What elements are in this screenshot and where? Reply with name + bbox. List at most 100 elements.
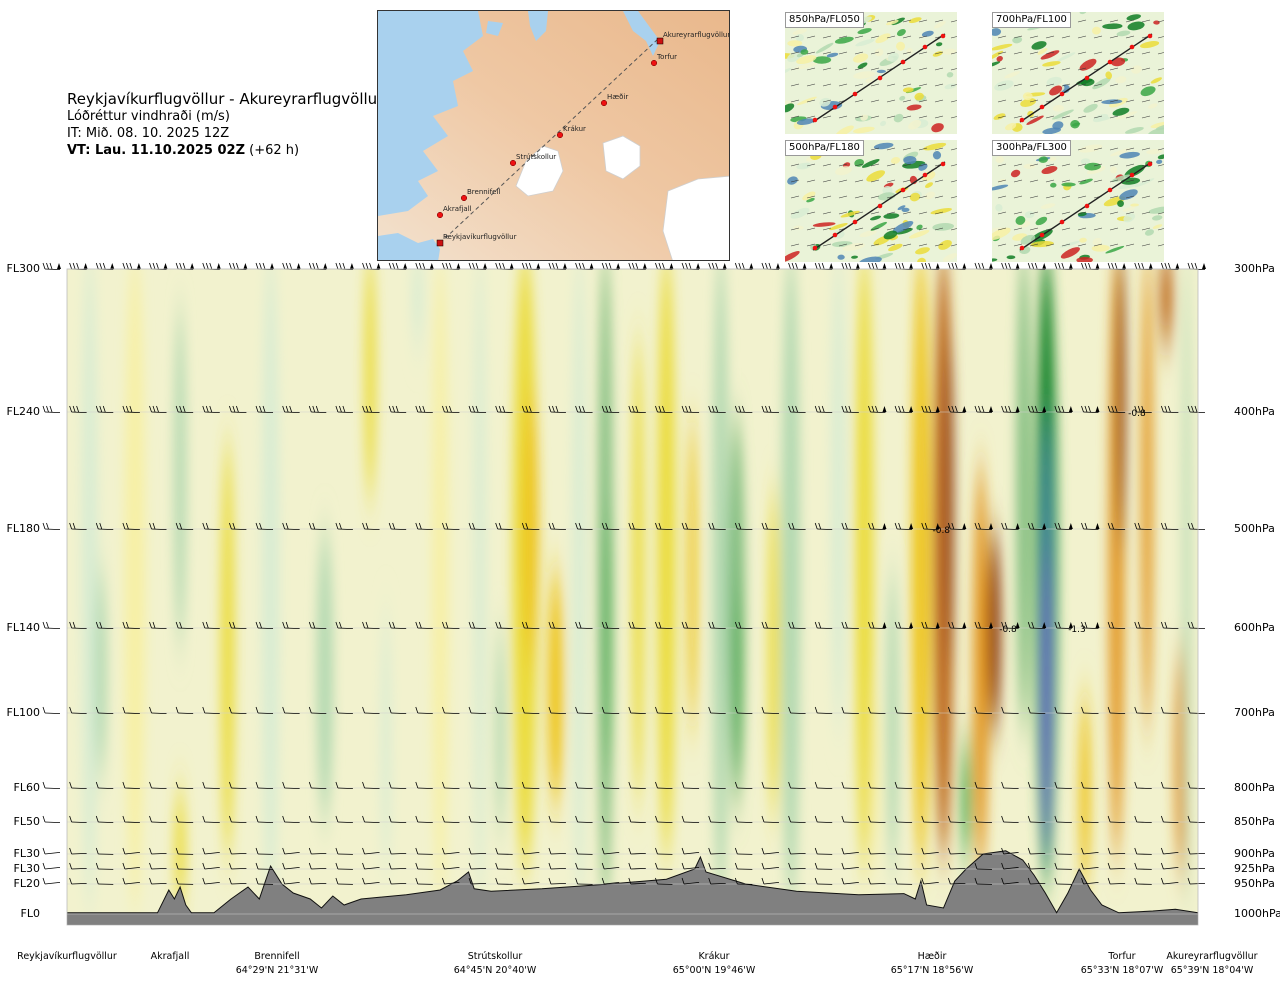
thumb-barb bbox=[1077, 195, 1087, 199]
thumb-barb bbox=[1077, 51, 1087, 55]
wind-barb bbox=[601, 262, 621, 270]
title-block: Reykjavíkurflugvöllur - Akureyrarflugvöl… bbox=[67, 90, 383, 159]
thumb-field-cell bbox=[931, 123, 944, 133]
thumb-barb bbox=[918, 195, 928, 199]
thumb-field-cell bbox=[992, 227, 1011, 240]
wind-barb bbox=[947, 877, 966, 885]
thumb-barb bbox=[822, 83, 832, 87]
wind-barb bbox=[95, 781, 114, 789]
wind-barb bbox=[575, 621, 593, 629]
wind-barb bbox=[468, 815, 487, 823]
wind-barb bbox=[175, 621, 194, 629]
thumb-field-cell bbox=[995, 204, 1003, 212]
thumb-barb bbox=[950, 52, 957, 55]
thumb-field-cell bbox=[1092, 114, 1109, 123]
thumb-barb bbox=[997, 115, 1007, 119]
wind-barb bbox=[335, 621, 353, 629]
wind-barb bbox=[868, 405, 887, 413]
thumb-barb bbox=[790, 99, 800, 103]
map-place-marker bbox=[600, 99, 608, 107]
wind-barb bbox=[575, 815, 593, 823]
wind-barb bbox=[42, 877, 61, 885]
thumb-field-cell bbox=[901, 207, 910, 213]
station-coord: 64°29'N 21°31'W bbox=[235, 965, 319, 976]
wind-barb bbox=[255, 815, 274, 823]
thumb-850[interactable]: 850hPa/FL050 bbox=[785, 12, 957, 134]
thumb-field-cell bbox=[992, 28, 1002, 36]
wind-barb bbox=[1160, 621, 1179, 629]
wind-barb bbox=[69, 862, 87, 870]
thumb-field-cell bbox=[942, 253, 957, 262]
thumb-barb bbox=[854, 211, 864, 215]
wind-barb bbox=[548, 847, 566, 855]
wind-band bbox=[220, 438, 235, 862]
wind-barb bbox=[1107, 405, 1126, 413]
thumb-barb bbox=[1093, 147, 1103, 151]
thumb-700[interactable]: 700hPa/FL100 bbox=[992, 12, 1164, 134]
wind-barb bbox=[282, 522, 300, 530]
station-name: Hæðir bbox=[917, 951, 947, 962]
wind-barb bbox=[575, 522, 593, 530]
thumb-field-cell bbox=[1102, 23, 1123, 30]
wind-barb bbox=[1187, 815, 1206, 823]
thumb-field-cell bbox=[1115, 111, 1138, 120]
thumb-barb bbox=[838, 163, 848, 167]
thumb-field-cell bbox=[923, 142, 947, 151]
wind-barb bbox=[734, 815, 753, 823]
thumb-barb bbox=[997, 163, 1007, 167]
wind-barb bbox=[1027, 847, 1046, 855]
thumb-field-cell bbox=[924, 182, 933, 188]
wind-barb bbox=[362, 847, 380, 855]
wind-barb bbox=[894, 877, 913, 885]
wind-barb bbox=[122, 405, 140, 413]
wind-barb bbox=[1134, 847, 1152, 855]
thumb-field-cell bbox=[873, 142, 894, 150]
wind-barb bbox=[548, 781, 566, 789]
thumb-barb bbox=[838, 115, 848, 119]
thumb-barb bbox=[1029, 179, 1039, 183]
wind-barb bbox=[841, 621, 859, 629]
wind-barb bbox=[734, 522, 753, 530]
wind-barb bbox=[42, 621, 61, 629]
wind-barb bbox=[1081, 621, 1100, 629]
wind-barb bbox=[468, 781, 487, 789]
wind-barb bbox=[388, 847, 407, 855]
thumb-waypoint bbox=[1059, 219, 1065, 225]
thumb-barb bbox=[854, 243, 864, 247]
thumb-barb bbox=[1109, 195, 1119, 199]
station-label: Hæðir 65°17'N 18°56'W bbox=[872, 951, 992, 976]
thumb-barb bbox=[886, 83, 896, 87]
wind-barb bbox=[1107, 781, 1126, 789]
wind-band bbox=[944, 334, 954, 665]
thumb-barb bbox=[1013, 211, 1023, 215]
thumb-barb bbox=[997, 67, 1007, 71]
wind-barb bbox=[548, 862, 566, 870]
thumb-field-cell bbox=[1023, 163, 1036, 169]
thumb-barb bbox=[854, 35, 864, 39]
wind-barb bbox=[628, 706, 646, 714]
wind-barb bbox=[1027, 621, 1047, 629]
thumb-barb bbox=[997, 83, 1007, 87]
wind-barb bbox=[1001, 405, 1020, 413]
thumb-barb bbox=[870, 211, 880, 215]
thumb-300[interactable]: 300hPa/FL300 bbox=[992, 140, 1164, 262]
wind-barb bbox=[149, 706, 167, 714]
thumb-barb bbox=[1061, 51, 1071, 55]
thumb-barb bbox=[950, 116, 957, 119]
thumb-field-cell bbox=[996, 55, 1003, 62]
thumb-500[interactable]: 500hPa/FL180 bbox=[785, 140, 957, 262]
thumb-barb bbox=[1013, 67, 1023, 71]
wind-barb bbox=[1134, 522, 1152, 530]
thumb-barb bbox=[934, 227, 944, 231]
thumb-barb bbox=[1029, 83, 1039, 87]
thumb-field-cell bbox=[896, 227, 913, 235]
thumb-barb bbox=[1125, 99, 1135, 103]
thumb-barb bbox=[918, 243, 928, 247]
thumb-barb bbox=[1045, 35, 1055, 39]
thumb-barb bbox=[870, 51, 880, 55]
thumb-barb bbox=[1013, 83, 1023, 87]
thumb-field-cell bbox=[1079, 12, 1087, 15]
thumb-barb bbox=[870, 19, 880, 23]
thumb-barb bbox=[1093, 227, 1103, 231]
wind-barb bbox=[1054, 405, 1073, 413]
